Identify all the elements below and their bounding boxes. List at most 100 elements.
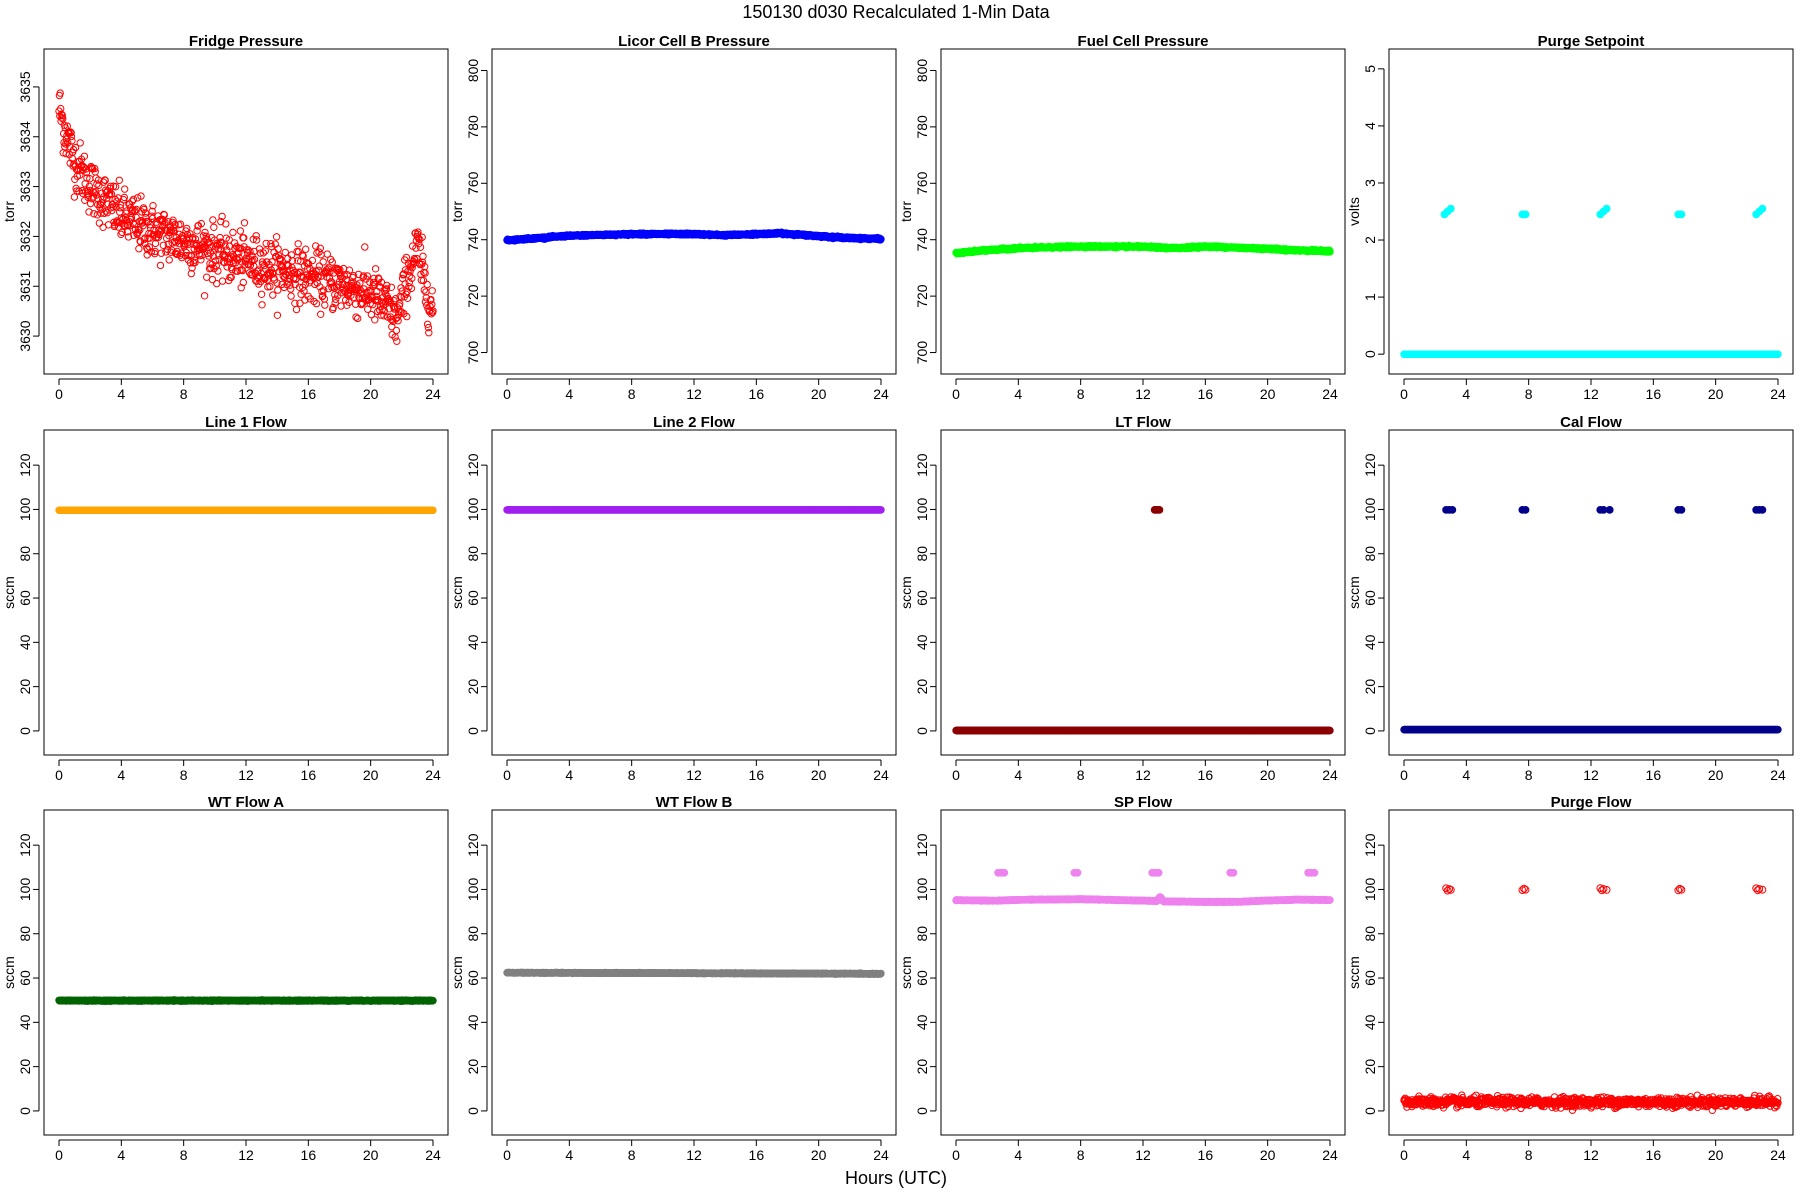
data-point: [212, 262, 221, 270]
x-tick-label: 20: [1708, 386, 1724, 402]
data-point: [191, 258, 199, 267]
y-tick-label: 3632: [17, 221, 33, 252]
data-point: [274, 286, 282, 294]
data-point: [323, 250, 331, 258]
data-point: [221, 242, 229, 250]
data-point: [166, 226, 174, 234]
data-point: [252, 236, 261, 244]
y-tick-label: 1: [1362, 293, 1378, 301]
data-point: [86, 199, 95, 208]
y-tick-label: 700: [465, 341, 481, 365]
data-point: [90, 210, 98, 218]
data-point: [76, 171, 84, 179]
data-point: [116, 204, 124, 212]
data-point: [296, 268, 304, 277]
data-point: [318, 287, 326, 296]
data-point: [317, 310, 325, 318]
data-point: [287, 285, 295, 293]
data-point: [294, 257, 302, 265]
data-point: [115, 176, 124, 185]
plot-frame: [940, 48, 1346, 375]
data-point: [319, 286, 328, 294]
y-tick-label: 740: [914, 228, 930, 252]
data-point: [324, 285, 333, 293]
y-tick-label: 3: [1362, 179, 1378, 187]
data-point: [159, 241, 168, 250]
data-point: [239, 278, 248, 287]
panel-title: Fridge Pressure: [189, 33, 303, 50]
data-point: [246, 248, 254, 256]
data-point: [332, 295, 340, 303]
data-point: [197, 219, 206, 228]
data-point: [160, 211, 169, 219]
x-tick-label: 24: [425, 386, 441, 402]
data-point: [331, 299, 339, 307]
x-tick-label: 16: [301, 386, 317, 402]
data-point: [428, 287, 436, 295]
data-point: [155, 230, 164, 239]
data-point: [312, 299, 321, 308]
y-tick-label: 720: [914, 284, 930, 308]
data-point: [106, 182, 115, 191]
data-point: [227, 273, 235, 282]
data-point: [165, 231, 173, 240]
data-points: [1400, 204, 1782, 358]
data-point: [210, 223, 218, 232]
data-point: [128, 206, 137, 214]
data-point: [303, 271, 311, 279]
data-point: [176, 220, 185, 228]
x-tick-label: 12: [1135, 386, 1151, 402]
y-axis-label: torr: [449, 201, 465, 222]
data-point: [259, 249, 267, 257]
x-tick-label: 0: [55, 386, 63, 402]
y-tick-label: 760: [914, 171, 930, 195]
data-point: [336, 272, 345, 281]
data-point: [172, 239, 180, 247]
data-point: [120, 193, 129, 202]
data-point: [62, 149, 70, 158]
data-point: [261, 247, 269, 255]
data-point: [218, 277, 227, 285]
data-point: [267, 240, 275, 248]
data-point: [321, 301, 329, 309]
data-point: [218, 212, 226, 221]
data-point: [240, 219, 249, 227]
data-point: [308, 256, 317, 265]
data-points: [55, 89, 437, 345]
data-point: [90, 189, 99, 197]
data-point: [161, 218, 169, 227]
y-tick-label: 5: [1362, 65, 1378, 73]
data-point: [80, 152, 89, 161]
data-point: [208, 275, 217, 284]
panel-title: Purge Setpoint: [1538, 33, 1645, 50]
data-point: [299, 252, 307, 260]
data-point: [71, 143, 80, 152]
data-point: [156, 261, 165, 270]
data-point: [236, 227, 245, 235]
data-point: [371, 265, 380, 273]
x-tick-label: 0: [1400, 386, 1408, 402]
y-tick-label: 0: [1362, 350, 1378, 358]
y-tick-label: 3631: [17, 270, 33, 301]
data-point: [361, 243, 369, 251]
data-point: [128, 197, 136, 205]
data-point: [60, 138, 68, 147]
data-point: [158, 227, 166, 235]
data-point: [419, 252, 427, 260]
y-tick-label: 800: [465, 59, 481, 83]
data-point: [205, 265, 214, 273]
data-point: [112, 203, 120, 211]
data-point: [146, 221, 154, 229]
data-point: [165, 256, 173, 264]
data-point: [302, 245, 310, 253]
data-point: [258, 301, 266, 309]
data-point: [187, 269, 196, 278]
data-point: [141, 234, 149, 242]
data-point: [136, 238, 145, 246]
data-point: [56, 89, 64, 97]
data-point: [199, 244, 207, 253]
data-point: [249, 256, 257, 265]
